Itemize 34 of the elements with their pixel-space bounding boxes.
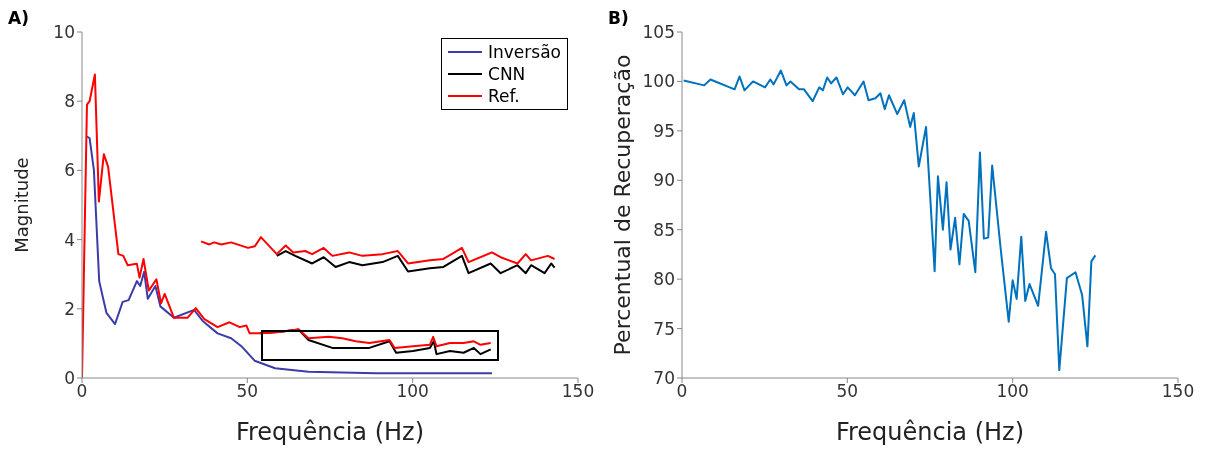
legend-label: Inversão [488,41,561,63]
y-tick-label: 70 [653,368,675,389]
y-tick-label: 105 [642,22,675,43]
y-tick-label: 0 [64,368,75,389]
line-series [275,250,556,275]
y-tick-label: 75 [653,318,675,339]
y-tick-label: 2 [64,298,75,319]
x-tick-label: 50 [236,381,259,402]
y-tick-label: 10 [53,22,75,43]
y-tick-label: 95 [653,120,675,141]
y-tick-label: 6 [64,160,75,181]
y-tick-label: 85 [653,219,675,240]
y-tick-label: 100 [642,71,675,92]
chart-title: B) [608,8,629,28]
x-tick-label: 100 [996,381,1029,402]
x-tick-label: 150 [561,381,595,402]
line-series [682,69,1097,372]
y-tick-label: 4 [64,229,75,250]
y-axis-title: Magnitude [11,157,33,253]
x-tick-label: 50 [836,381,859,402]
legend-label: Ref. [488,85,520,107]
y-tick-label: 80 [653,269,675,290]
line-series [85,135,494,375]
y-tick-label: 90 [653,170,675,191]
x-tick-label: 0 [676,381,688,402]
x-axis-title: Frequência (Hz) [235,418,425,446]
x-tick-label: 100 [396,381,429,402]
chart-title: A) [8,8,29,28]
y-axis-title: Percentual de Recuperação [609,54,635,356]
x-tick-label: 150 [1161,381,1195,402]
legend-label: CNN [488,63,526,85]
y-tick-label: 8 [64,91,75,112]
x-axis-title: Frequência (Hz) [835,418,1025,446]
line-series [200,236,556,265]
